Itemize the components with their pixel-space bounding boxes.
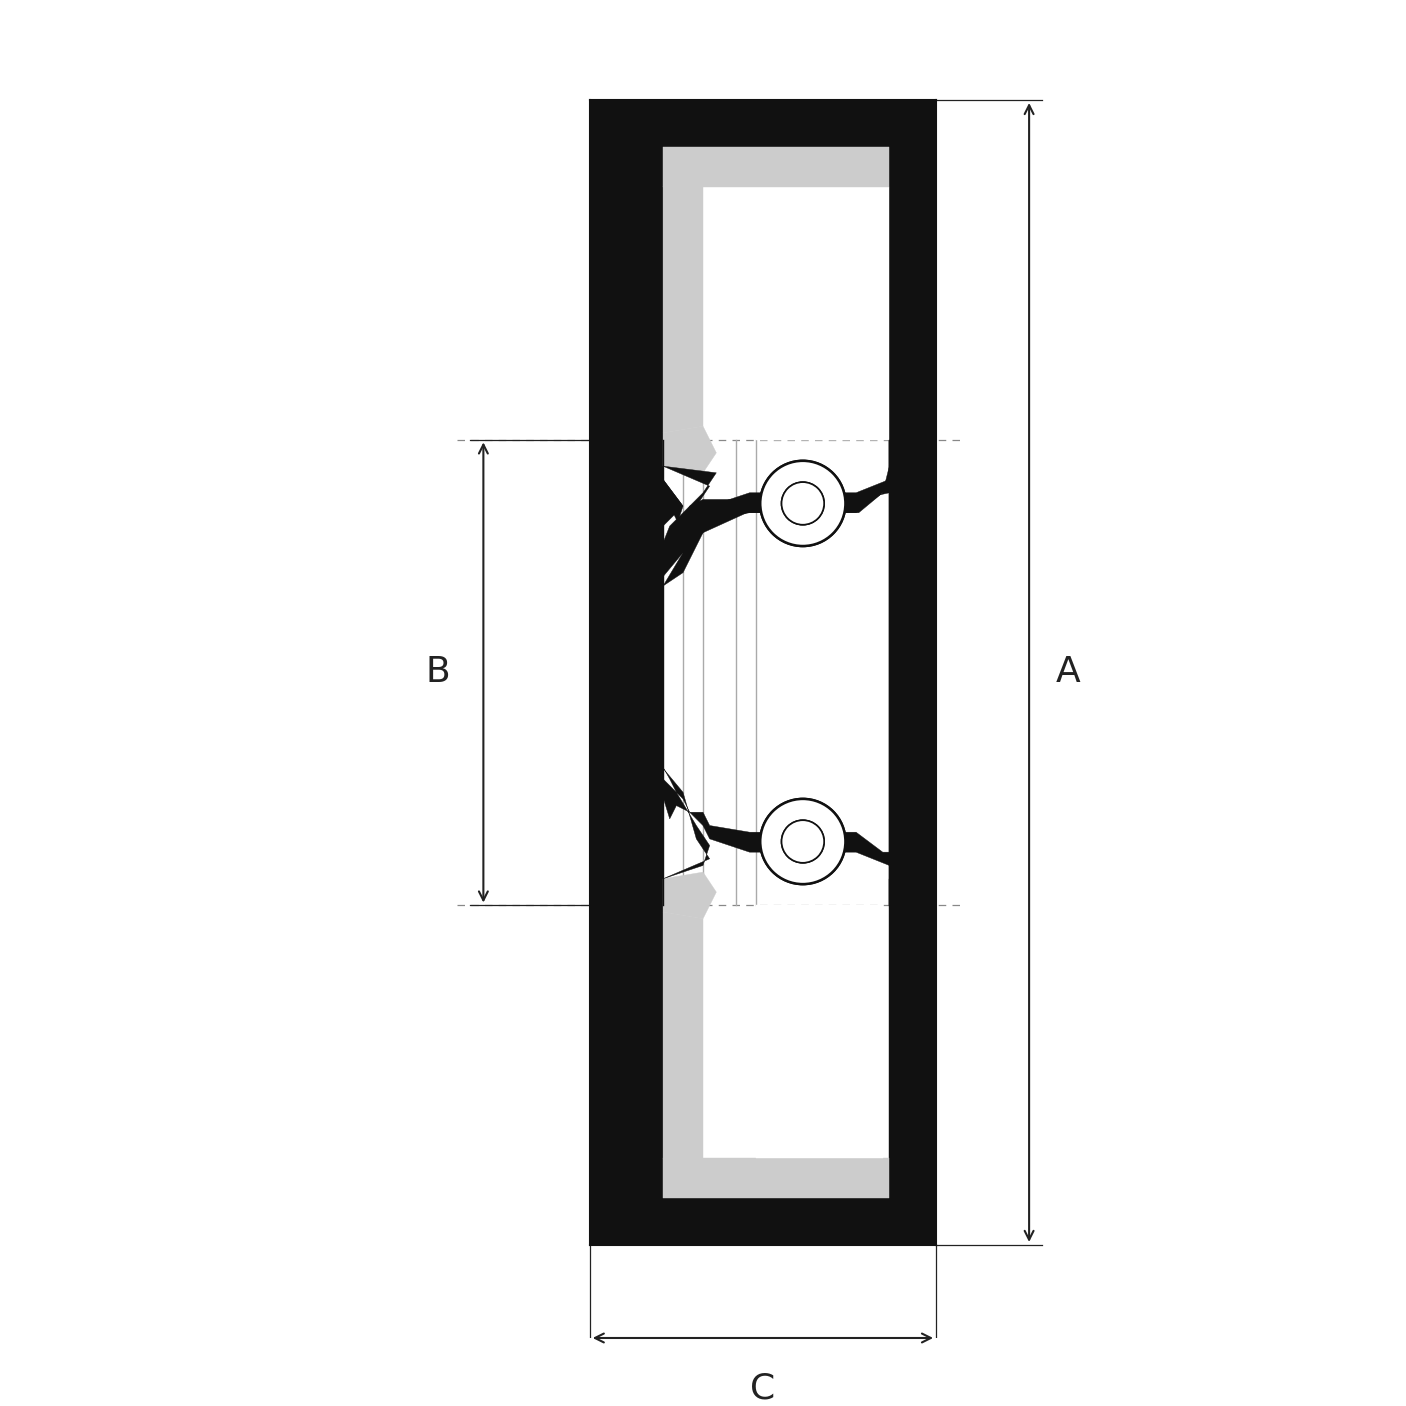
Polygon shape: [756, 905, 883, 1159]
Circle shape: [761, 461, 845, 546]
Polygon shape: [591, 813, 664, 1244]
Polygon shape: [756, 187, 890, 440]
Polygon shape: [890, 879, 936, 1191]
Polygon shape: [664, 426, 716, 472]
Polygon shape: [591, 440, 936, 905]
Polygon shape: [591, 100, 936, 153]
Text: A: A: [1056, 655, 1080, 689]
Circle shape: [782, 820, 824, 863]
Text: B: B: [426, 655, 450, 689]
Polygon shape: [756, 193, 883, 440]
Polygon shape: [890, 440, 936, 905]
Polygon shape: [664, 146, 890, 187]
Polygon shape: [591, 440, 664, 905]
Polygon shape: [637, 467, 890, 613]
Circle shape: [761, 461, 845, 546]
Polygon shape: [664, 1159, 890, 1198]
Circle shape: [761, 799, 845, 884]
Polygon shape: [890, 153, 936, 467]
Polygon shape: [643, 733, 890, 879]
Circle shape: [782, 482, 824, 524]
Polygon shape: [890, 467, 936, 492]
Polygon shape: [591, 100, 683, 533]
Polygon shape: [664, 187, 703, 433]
Circle shape: [782, 820, 824, 863]
Polygon shape: [664, 467, 890, 586]
Circle shape: [782, 482, 824, 524]
Polygon shape: [591, 1191, 936, 1244]
Polygon shape: [664, 912, 703, 1159]
Circle shape: [761, 799, 845, 884]
Polygon shape: [664, 872, 716, 918]
Text: C: C: [751, 1371, 776, 1405]
